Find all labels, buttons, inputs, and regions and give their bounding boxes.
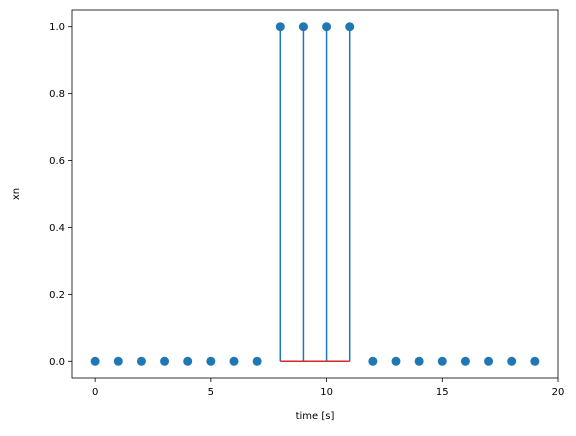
y-axis-ticks: 0.0 0.2 0.4 0.6 0.8 1.0	[49, 22, 72, 368]
data-point	[437, 356, 447, 366]
data-point	[391, 356, 401, 366]
data-point	[368, 356, 378, 366]
data-point	[90, 356, 100, 366]
markers-layer	[90, 22, 540, 366]
x-tick-label: 15	[436, 387, 449, 398]
x-tick-label: 0	[92, 387, 98, 398]
data-point	[345, 22, 355, 32]
x-tick-label: 5	[208, 387, 214, 398]
data-point	[298, 22, 308, 32]
data-point	[160, 356, 170, 366]
x-tick-label: 20	[552, 387, 565, 398]
stems-layer	[279, 26, 351, 362]
y-tick-label: 0.8	[49, 89, 65, 100]
x-axis-ticks: 0 5 10 15 20	[92, 378, 564, 398]
data-point	[229, 356, 239, 366]
plot-frame	[71, 9, 559, 379]
y-tick-label: 0.6	[49, 156, 65, 167]
y-axis-label: xn	[11, 188, 22, 200]
data-point	[113, 356, 123, 366]
data-point	[206, 356, 216, 366]
x-tick-label: 10	[320, 387, 333, 398]
x-axis-label: time [s]	[296, 411, 335, 422]
data-point	[183, 356, 193, 366]
y-tick-label: 0.0	[49, 357, 65, 368]
data-point	[414, 356, 424, 366]
data-point	[252, 356, 262, 366]
y-tick-label: 0.4	[49, 223, 65, 234]
y-tick-label: 0.2	[49, 290, 65, 301]
data-point	[322, 22, 332, 32]
data-point	[275, 22, 285, 32]
data-point	[507, 356, 517, 366]
data-point	[460, 356, 470, 366]
data-point	[136, 356, 146, 366]
data-point	[530, 356, 540, 366]
data-point	[484, 356, 494, 366]
y-tick-label: 1.0	[49, 22, 65, 33]
